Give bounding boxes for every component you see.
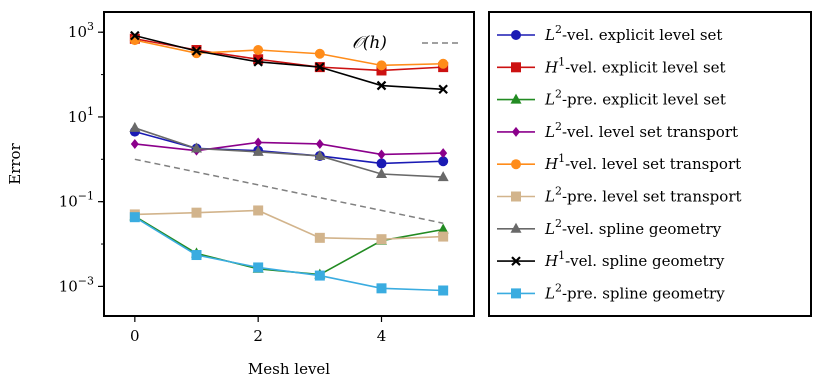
legend-label: H1-vel. level set transport <box>544 152 741 173</box>
y-tick-label: 101 <box>68 105 94 126</box>
series-0 <box>129 126 449 169</box>
data-point-6-5 <box>437 171 449 182</box>
data-point-3-3 <box>315 138 324 149</box>
legend-label: L2-vel. spline geometry <box>544 217 722 238</box>
legend-item-5: L2-pre. level set transport <box>497 185 742 206</box>
data-point-8-1 <box>191 250 202 261</box>
legend-marker-6 <box>510 222 522 233</box>
series-2 <box>129 210 449 279</box>
data-point-6-4 <box>376 167 387 178</box>
data-point-7-4 <box>376 80 387 91</box>
data-point-1-4 <box>376 65 387 76</box>
data-point-7-2 <box>253 57 263 67</box>
data-point-7-5 <box>438 84 448 95</box>
legend-marker-0 <box>511 30 521 40</box>
data-point-0-4 <box>376 158 387 169</box>
data-point-2-5 <box>437 223 449 234</box>
data-point-7-0 <box>130 30 140 41</box>
legend-item-8: L2-pre. spline geometry <box>497 281 725 302</box>
legend-item-2: L2-pre. explicit level set <box>497 88 726 109</box>
x-axis-label: Mesh level <box>248 360 330 378</box>
legend-marker-7 <box>511 256 521 266</box>
x-tick-label: 0 <box>130 327 140 345</box>
series-line-4 <box>134 39 444 67</box>
legend-item-7: H1-vel. spline geometry <box>497 249 725 270</box>
data-point-5-2 <box>253 205 264 216</box>
reference-annotation: 𝒪(h) <box>352 33 387 53</box>
series-line-7 <box>134 34 444 91</box>
data-point-5-5 <box>438 231 449 242</box>
legend-marker-4 <box>511 159 521 170</box>
data-point-5-1 <box>191 207 202 218</box>
legend-label: L2-pre. explicit level set <box>544 88 726 109</box>
data-point-8-4 <box>376 283 387 294</box>
data-point-8-3 <box>314 270 325 281</box>
data-point-5-4 <box>376 234 387 245</box>
data-point-6-0 <box>129 121 141 132</box>
series-6 <box>129 121 449 182</box>
legend-label: L2-pre. spline geometry <box>544 281 725 302</box>
legend-marker-1 <box>511 62 521 73</box>
legend-frame <box>488 11 812 317</box>
data-point-3-5 <box>439 148 448 159</box>
legend-label: L2-vel. level set transport <box>544 120 738 141</box>
y-tick-label: 10−1 <box>59 190 94 211</box>
legend-marker-5 <box>511 191 521 202</box>
data-point-7-3 <box>315 62 325 72</box>
data-point-4-5 <box>438 58 449 69</box>
legend-label: H1-vel. explicit level set <box>544 55 726 76</box>
x-tick-label: 4 <box>377 327 387 345</box>
data-point-4-3 <box>314 48 325 59</box>
series-line-0 <box>134 130 444 165</box>
data-point-4-4 <box>376 60 387 71</box>
data-point-8-0 <box>129 212 140 223</box>
series-7 <box>130 30 448 95</box>
series-line-3 <box>134 141 444 156</box>
legend-item-3: L2-vel. level set transport <box>497 120 738 141</box>
legend-item-4: H1-vel. level set transport <box>497 152 741 173</box>
series-line-8 <box>134 216 444 292</box>
data-point-5-3 <box>314 232 325 243</box>
y-tick-label: 103 <box>68 20 94 41</box>
data-point-4-2 <box>253 45 264 56</box>
data-point-6-2 <box>252 145 264 156</box>
plot-frame <box>103 11 475 317</box>
legend-item-1: H1-vel. explicit level set <box>497 55 726 76</box>
legend-marker-8 <box>511 288 521 299</box>
legend-marker-3 <box>512 126 520 137</box>
legend-item-6: L2-vel. spline geometry <box>497 217 722 238</box>
data-point-1-2 <box>253 54 264 65</box>
reference-line <box>134 158 444 224</box>
series-8 <box>129 212 449 296</box>
data-point-3-2 <box>254 137 263 148</box>
data-point-6-3 <box>314 149 326 160</box>
series-5 <box>129 205 449 245</box>
data-point-6-1 <box>191 142 202 153</box>
legend-label: L2-vel. explicit level set <box>544 23 722 44</box>
data-point-8-5 <box>438 285 449 296</box>
series-3 <box>130 137 448 160</box>
data-point-3-4 <box>377 149 386 160</box>
legend-label: L2-pre. level set transport <box>544 185 742 206</box>
data-point-3-0 <box>130 138 139 149</box>
data-point-7-1 <box>191 46 202 56</box>
series-line-6 <box>134 127 444 178</box>
legend-item-0: L2-vel. explicit level set <box>497 23 722 44</box>
legend-marker-2 <box>510 93 522 104</box>
series-1 <box>129 33 449 76</box>
y-tick-label: 10−3 <box>59 274 94 295</box>
y-axis-label: Error <box>6 142 24 184</box>
data-point-0-5 <box>438 156 449 167</box>
x-tick-label: 2 <box>253 327 263 345</box>
data-point-8-2 <box>253 262 264 273</box>
series-line-5 <box>134 209 444 241</box>
legend-label: H1-vel. spline geometry <box>544 249 725 270</box>
